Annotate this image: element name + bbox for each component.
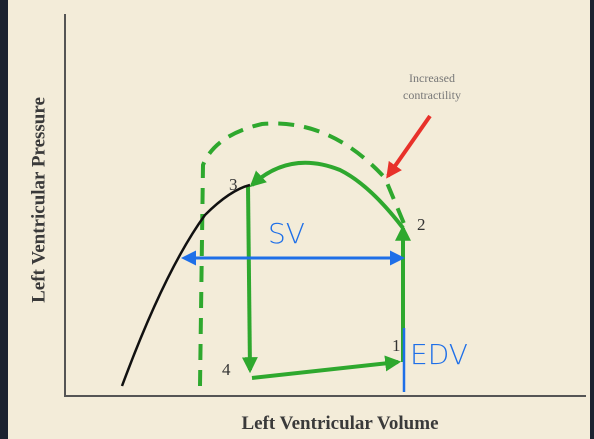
point-label: 4: [222, 360, 231, 379]
edv-label: EDV: [410, 338, 468, 371]
background: [8, 0, 590, 439]
increased-contractility-loop: [198, 121, 407, 387]
espvr-curve: [120, 183, 251, 387]
filling: [251, 355, 402, 380]
point-label: 2: [417, 215, 426, 234]
sv-label: SV: [268, 217, 305, 250]
annotation-line: Increased: [409, 71, 455, 85]
isovolumic-relaxation: [241, 184, 258, 374]
point-label: 1: [392, 336, 401, 355]
y-axis-label: Left Ventricular Pressure: [28, 97, 49, 303]
x-axis-label: Left Ventricular Volume: [241, 413, 438, 434]
ejection: [249, 160, 405, 230]
annotation-line: contractility: [403, 88, 461, 102]
annotation-arrow: [386, 114, 432, 179]
point-label: 3: [229, 175, 238, 194]
